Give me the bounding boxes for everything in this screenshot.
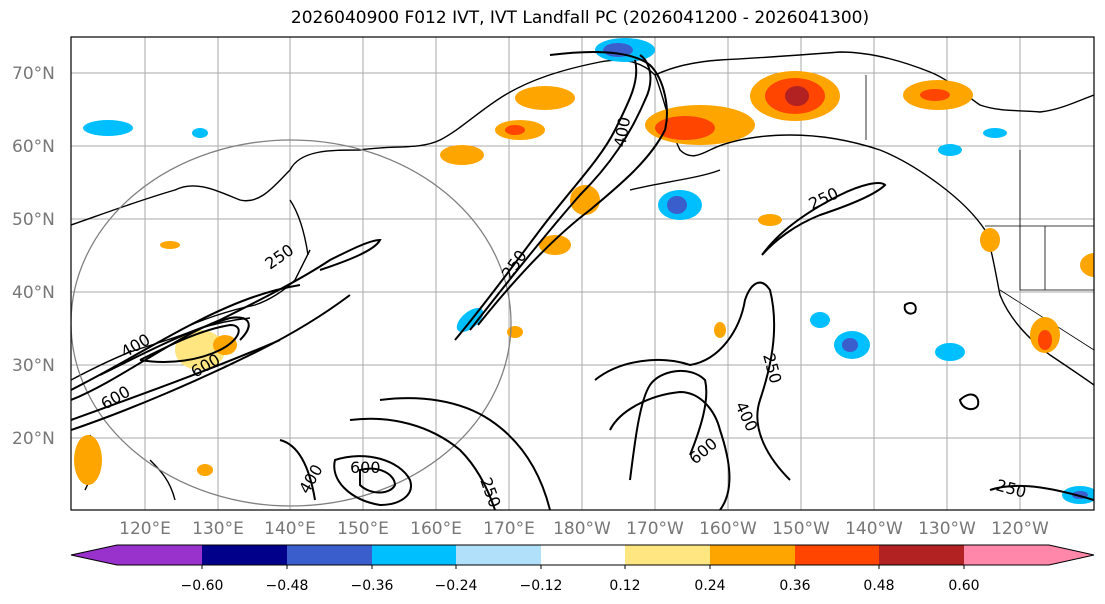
colorbar-tick: 0.12 bbox=[609, 578, 640, 594]
colorbar-tick: 0.60 bbox=[948, 578, 979, 594]
lon-label: 180°W bbox=[553, 519, 611, 539]
colorbar-tick: 0.24 bbox=[694, 578, 725, 594]
colorbar-tick: −0.24 bbox=[435, 578, 478, 594]
lon-label: 130°W bbox=[918, 519, 976, 539]
colorbar-segment bbox=[795, 545, 879, 565]
lon-label: 160°E bbox=[410, 519, 462, 539]
colorbar-segment bbox=[625, 545, 710, 565]
ivt-contours bbox=[71, 51, 1094, 510]
map-title: 2026040900 F012 IVT, IVT Landfall PC (20… bbox=[290, 8, 870, 28]
colorbar-segment bbox=[541, 545, 625, 565]
gridlines bbox=[71, 37, 1094, 510]
colorbar-tick: 0.48 bbox=[863, 578, 894, 594]
lon-label: 130°E bbox=[192, 519, 244, 539]
lat-label: 50°N bbox=[12, 210, 55, 230]
lon-label: 160°W bbox=[699, 519, 757, 539]
lon-label: 170°W bbox=[626, 519, 684, 539]
map-frame bbox=[70, 36, 1095, 511]
latitude-labels: 70°N 60°N 50°N 40°N 30°N 20°N bbox=[12, 64, 55, 449]
colorbar-tick: −0.36 bbox=[351, 578, 394, 594]
colorbar-tick: −0.12 bbox=[520, 578, 563, 594]
colorbar-tick: −0.60 bbox=[181, 578, 224, 594]
lon-label: 170°E bbox=[483, 519, 535, 539]
colorbar-segment bbox=[117, 545, 202, 565]
colorbar-tick: −0.48 bbox=[266, 578, 309, 594]
lon-label: 140°W bbox=[845, 519, 903, 539]
colorbar-segment bbox=[710, 545, 795, 565]
lat-label: 40°N bbox=[12, 283, 55, 303]
contour-label: 600 bbox=[350, 458, 381, 477]
lon-label: 140°E bbox=[264, 519, 316, 539]
lat-label: 30°N bbox=[12, 356, 55, 376]
colorbar-extend-min bbox=[71, 545, 117, 565]
lon-label: 150°E bbox=[337, 519, 389, 539]
lon-label: 120°E bbox=[119, 519, 171, 539]
colorbar-extend-max bbox=[1049, 545, 1094, 565]
colorbar-outline bbox=[70, 544, 1095, 566]
lat-label: 70°N bbox=[12, 64, 55, 84]
colorbar-segment bbox=[202, 545, 287, 565]
colorbar-segment bbox=[456, 545, 541, 565]
lon-label: 150°W bbox=[772, 519, 830, 539]
colorbar-tick: 0.36 bbox=[779, 578, 810, 594]
lat-label: 60°N bbox=[12, 137, 55, 157]
colorbar bbox=[70, 544, 1095, 569]
colorbar-segment bbox=[879, 545, 964, 565]
colorbar-segment bbox=[372, 545, 456, 565]
ivt-pc-shading bbox=[74, 38, 1094, 504]
colorbar-segment bbox=[964, 545, 1049, 565]
lat-label: 20°N bbox=[12, 429, 55, 449]
colorbar-segment bbox=[287, 545, 372, 565]
longitude-labels: 120°E 130°E 140°E 150°E 160°E 170°E 180°… bbox=[119, 519, 1049, 539]
colorbar-ticks: −0.60 −0.48 −0.36 −0.24 −0.12 0.12 0.24 … bbox=[181, 578, 980, 594]
landfall-region-circle bbox=[71, 139, 512, 507]
lon-label: 120°W bbox=[991, 519, 1049, 539]
